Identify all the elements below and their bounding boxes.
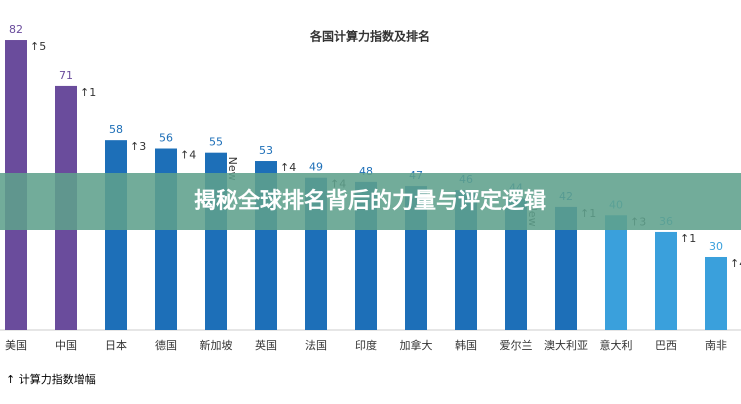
change-label: ↑1 — [680, 232, 696, 245]
bar — [105, 140, 127, 330]
x-tick-label: 中国 — [55, 339, 77, 352]
value-label: 82 — [9, 23, 23, 36]
change-label: ↑4 — [180, 149, 196, 162]
change-label: ↑1 — [80, 86, 96, 99]
change-label: ↑5 — [30, 40, 46, 53]
change-label: ↑4 — [730, 257, 741, 270]
bar — [555, 206, 577, 330]
change-label: ↑3 — [130, 140, 146, 153]
bar — [505, 198, 527, 330]
bar — [605, 215, 627, 330]
x-tick-label: 爱尔兰 — [500, 339, 533, 352]
chart-title: 各国计算力指数及排名 — [309, 29, 430, 44]
value-label: 71 — [59, 69, 73, 82]
x-tick-label: 韩国 — [455, 338, 477, 352]
x-tick-label: 加拿大 — [400, 338, 433, 352]
change-label: ↑4 — [280, 161, 296, 174]
x-tick-label: 意大利 — [600, 338, 633, 352]
x-tick-label: 印度 — [355, 338, 377, 352]
x-tick-label: 英国 — [255, 338, 277, 352]
bar — [655, 231, 677, 330]
value-label: 58 — [109, 123, 123, 136]
x-tick-label: 日本 — [105, 338, 127, 352]
x-tick-label: 美国 — [5, 339, 27, 352]
banner-title: 揭秘全球排名背后的力量与评定逻辑 — [194, 188, 546, 214]
bar — [705, 256, 727, 330]
value-label: 49 — [309, 161, 323, 174]
value-label: 55 — [209, 136, 223, 149]
footnote: ↑ 计算力指数增幅 — [6, 372, 96, 386]
value-label: 56 — [159, 132, 173, 145]
x-tick-label: 法国 — [305, 338, 327, 352]
banner-bg — [0, 173, 741, 230]
value-label: 30 — [709, 240, 723, 253]
x-tick-label: 德国 — [155, 338, 177, 352]
x-tick-label: 新加坡 — [200, 338, 233, 352]
x-tick-label: 澳大利亚 — [544, 338, 588, 352]
value-label: 53 — [259, 144, 273, 157]
x-tick-label: 南非 — [705, 339, 727, 352]
x-tick-label: 巴西 — [655, 339, 677, 352]
